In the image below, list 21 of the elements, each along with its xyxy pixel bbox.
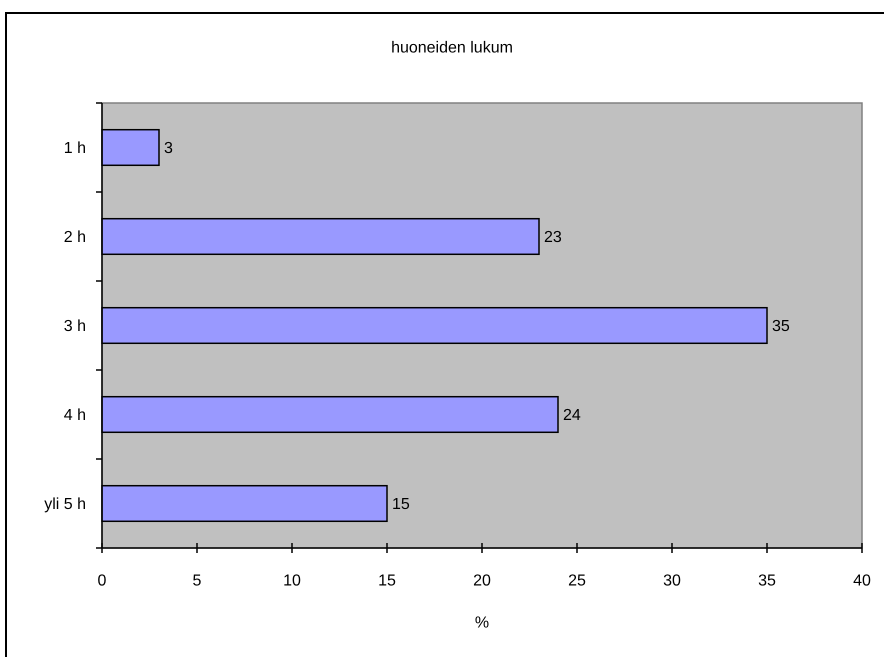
chart-title: huoneiden lukum (391, 40, 513, 57)
data-label: 3 (164, 140, 173, 158)
y-tick-label: yli 5 h (44, 496, 86, 514)
x-tick-label: 5 (192, 572, 202, 590)
x-tick-label: 20 (473, 572, 491, 590)
x-tick-label: 15 (378, 572, 396, 590)
x-tick-label: 30 (663, 572, 681, 590)
data-label: 35 (772, 318, 790, 336)
x-axis-title: % (474, 614, 490, 632)
y-tick-label: 3 h (64, 318, 86, 336)
y-tick-label: 4 h (64, 407, 86, 424)
x-tick-label: 0 (98, 572, 107, 590)
data-label: 23 (544, 229, 562, 246)
y-tick-label: 2 h (64, 229, 86, 246)
data-label: 24 (563, 407, 581, 424)
x-tick-label: 40 (853, 572, 871, 590)
x-tick-label: 35 (758, 572, 776, 590)
data-label: 15 (392, 496, 410, 514)
x-tick-label: 10 (283, 572, 301, 590)
x-tick-label: 25 (568, 572, 586, 590)
y-tick-label: 1 h (64, 140, 86, 158)
